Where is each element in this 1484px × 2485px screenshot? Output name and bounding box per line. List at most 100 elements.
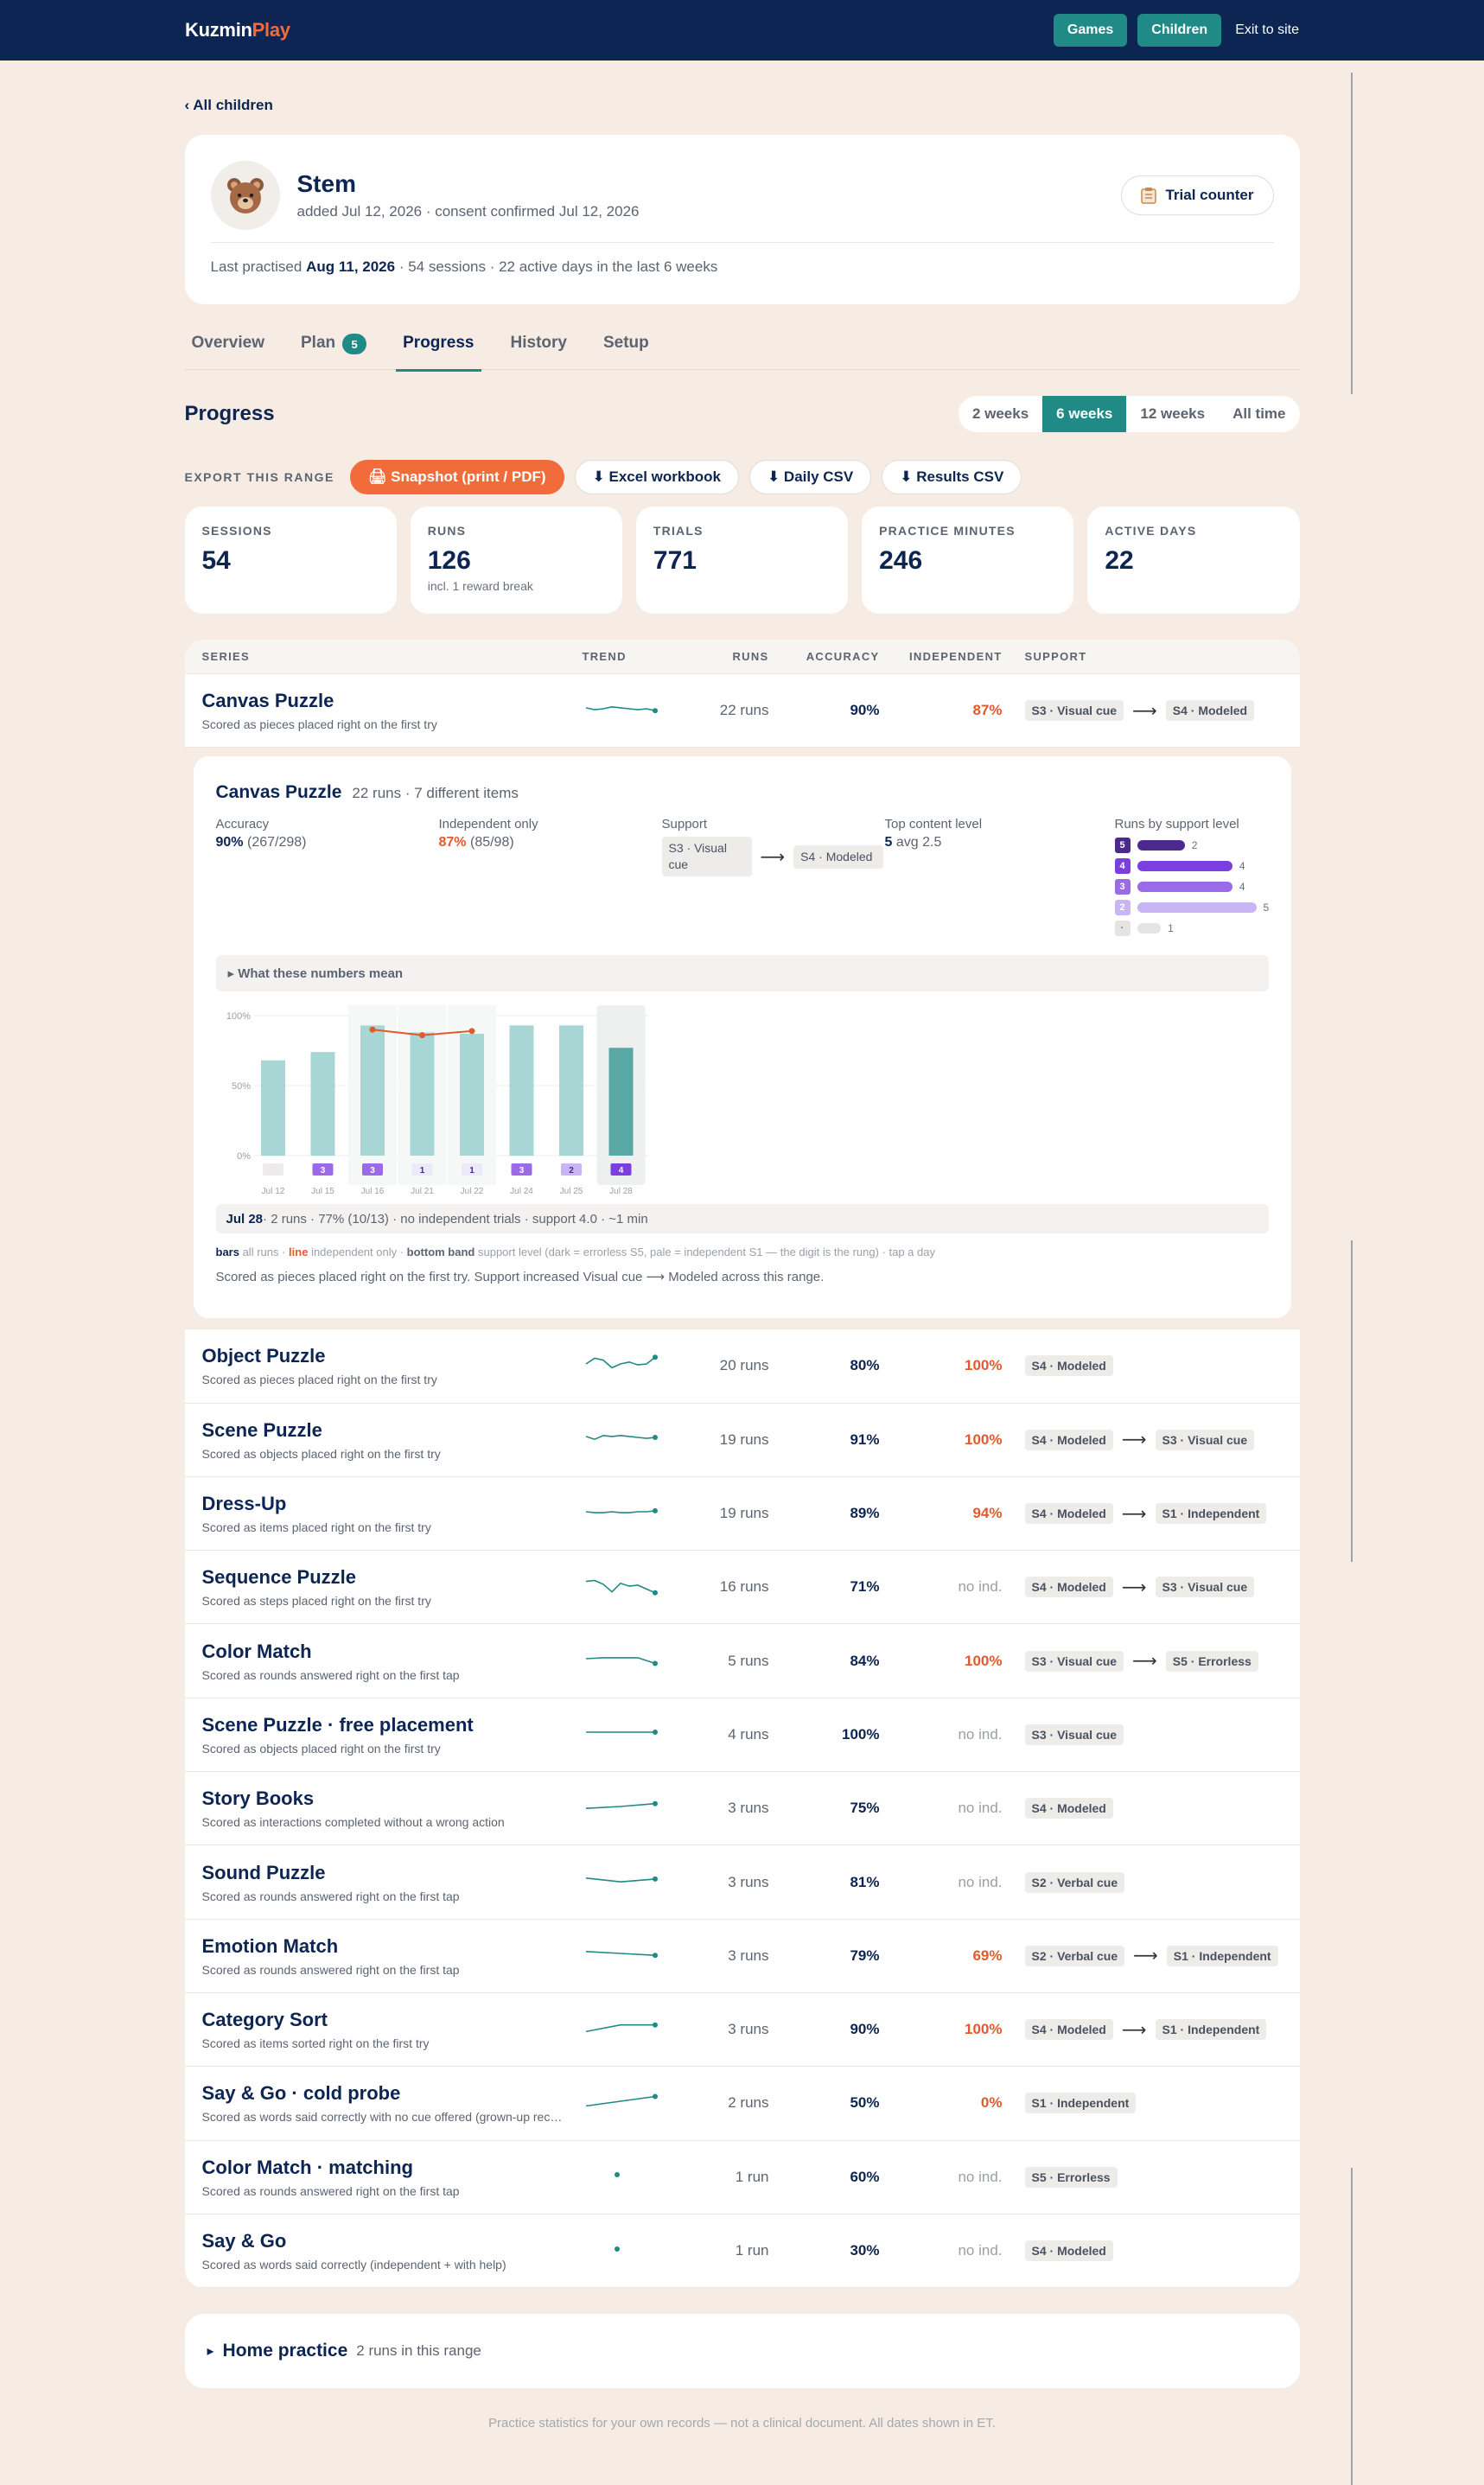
snapshot-pdf-button[interactable]: 🖨 Snapshot (print / PDF) [349, 460, 564, 494]
day-bar[interactable] [360, 1025, 385, 1156]
support-chip: S2 · Verbal cue [1024, 1871, 1125, 1893]
support-level-digit: 1 [469, 1166, 474, 1176]
daily-csv-button[interactable]: ⬇ Daily CSV [748, 460, 872, 494]
day-bar[interactable] [509, 1025, 533, 1156]
excel-workbook-button[interactable]: ⬇ Excel workbook [574, 460, 739, 494]
accuracy-value: 84% [850, 1652, 880, 1669]
exit-to-site-link[interactable]: Exit to site [1235, 22, 1299, 37]
selected-day-date: Jul 28 [226, 1211, 264, 1227]
range-2-weeks[interactable]: 2 weeks [971, 405, 1029, 422]
table-row[interactable]: Emotion Match Scored as rounds answered r… [184, 1920, 1300, 1993]
tab-history[interactable]: History [504, 334, 574, 370]
day-bar[interactable] [608, 1048, 633, 1156]
child-name: Stem [296, 170, 356, 197]
level-bar [1137, 840, 1185, 851]
support-level-chip [312, 1163, 333, 1176]
series-description: Scored as objects placed right on the fi… [201, 1446, 441, 1461]
header-independent[interactable]: INDEPENDENT [909, 650, 1003, 663]
arrow-right-icon: ⟶ [760, 847, 786, 867]
support-chip: S2 · Verbal cue [1024, 1945, 1125, 1966]
tab-progress[interactable]: Progress [396, 334, 481, 372]
trend-sparkline [585, 1507, 658, 1513]
home-practice-section[interactable]: ▸ Home practice 2 runs in this range [184, 2314, 1300, 2389]
stat-label: PRACTICE MINUTES [879, 524, 1016, 538]
brand-logo[interactable]: KuzminPlay [185, 19, 290, 41]
support-chip: S5 · Errorless [1165, 1650, 1258, 1672]
support-level-chip [560, 1163, 582, 1176]
metric-value: 87% [438, 835, 467, 851]
range-6-weeks[interactable]: 6 weeks [1042, 396, 1127, 432]
tab-setup[interactable]: Setup [596, 334, 656, 370]
trend-sparkline [585, 1579, 658, 1596]
trend-sparkline [585, 1730, 658, 1736]
scrollbar-segment[interactable] [1351, 1240, 1353, 1562]
tab-plan[interactable]: Plan 5 [294, 334, 373, 370]
day-bar[interactable] [558, 1025, 583, 1156]
header-series[interactable]: SERIES [201, 650, 250, 663]
trend-sparkline [585, 1951, 658, 1959]
what-numbers-mean-toggle[interactable]: ▸ What these numbers mean [215, 955, 1269, 992]
scrollbar-segment[interactable] [1351, 73, 1353, 394]
table-row[interactable]: Say & Go · cold probe Scored as words sai… [184, 2067, 1300, 2141]
support-chip: S4 · Modeled [1024, 1429, 1113, 1450]
accuracy-value: 75% [850, 1800, 880, 1817]
series-description: Scored as rounds answered right on the f… [201, 1962, 460, 1977]
nav-children-button[interactable]: Children [1137, 14, 1222, 47]
legend-text: all runs · [239, 1246, 290, 1259]
day-bar[interactable] [459, 1034, 484, 1156]
day-bar[interactable] [260, 1061, 285, 1156]
table-row[interactable]: Say & Go Scored as words said correctly (… [184, 2214, 1300, 2289]
header-accuracy[interactable]: ACCURACY [806, 650, 880, 663]
table-row[interactable]: Object Puzzle Scored as pieces placed rig… [184, 1329, 1300, 1404]
independent-value: 0% [980, 2094, 1003, 2112]
table-row[interactable]: Color Match · matching Scored as rounds a… [184, 2141, 1300, 2214]
results-csv-button[interactable]: ⬇ Results CSV [882, 460, 1022, 494]
independent-value: 94% [972, 1505, 1003, 1522]
support-level-chip [511, 1163, 532, 1176]
scrollbar-segment[interactable] [1351, 2168, 1353, 2485]
top-nav-bar: KuzminPlay Games Children Exit to site [0, 0, 1484, 61]
table-row[interactable]: Scene Puzzle · free placement Scored as o… [184, 1698, 1300, 1773]
last-practised-line: Last practised Aug 11, 2026 · 54 session… [211, 258, 1274, 276]
metric-detail: avg 2.5 [895, 835, 942, 851]
home-practice-subtitle: 2 runs in this range [356, 2342, 481, 2360]
back-to-all-children-link[interactable]: ‹ All children [184, 97, 273, 113]
detail-title: Canvas Puzzle [215, 782, 342, 803]
tab-label: History [510, 334, 567, 352]
table-row[interactable]: Category Sort Scored as items sorted righ… [184, 1993, 1300, 2068]
tab-overview[interactable]: Overview [185, 334, 272, 370]
trend-sparkline [585, 1876, 658, 1883]
range-12-weeks[interactable]: 12 weeks [1140, 405, 1206, 422]
day-bar[interactable] [310, 1052, 334, 1156]
x-tick-label: Jul 28 [609, 1187, 633, 1196]
table-row[interactable]: Canvas Puzzle Scored as pieces placed rig… [184, 674, 1300, 749]
range-all-time[interactable]: All time [1232, 405, 1286, 422]
series-description: Scored as objects placed right on the fi… [201, 1741, 441, 1755]
trend-line [585, 2023, 655, 2032]
x-tick-label: Jul 15 [311, 1187, 334, 1196]
independent-value: 69% [972, 1947, 1003, 1964]
support-progression: S4 · Modeled ⟶ S1 · Independent [1024, 1503, 1300, 1525]
legend-line: line [289, 1246, 309, 1259]
selected-day-summary: Jul 28 · 2 runs · 77% (10/13) · no indep… [215, 1204, 1269, 1234]
table-row[interactable]: Color Match Scored as rounds answered rig… [184, 1624, 1300, 1698]
nav-games-button[interactable]: Games [1053, 14, 1128, 47]
table-row[interactable]: Story Books Scored as interactions comple… [184, 1772, 1300, 1846]
clipboard-icon [1141, 188, 1157, 204]
day-bar[interactable] [410, 1032, 434, 1156]
table-row[interactable]: Dress-Up Scored as items placed right on … [184, 1477, 1300, 1552]
level-badge: · [1114, 921, 1131, 937]
header-runs[interactable]: RUNS [732, 650, 769, 663]
table-row[interactable]: Scene Puzzle Scored as objects placed rig… [184, 1404, 1300, 1477]
independent-value: 87% [972, 702, 1003, 719]
trend-line [585, 705, 655, 711]
table-row[interactable]: Sequence Puzzle Scored as steps placed ri… [184, 1551, 1300, 1625]
trial-counter-button[interactable]: Trial counter [1121, 175, 1274, 215]
series-description: Scored as rounds answered right on the f… [201, 1667, 460, 1682]
table-row[interactable]: Sound Puzzle Scored as rounds answered ri… [184, 1845, 1300, 1920]
support-progression: S5 · Errorless [1024, 2166, 1300, 2188]
arrow-right-icon: ⟶ [1121, 1577, 1147, 1597]
support-chip: S4 · Modeled [1024, 1355, 1113, 1377]
last-practised-summary: · 54 sessions · 22 active days in the la… [395, 258, 718, 275]
support-progression: S4 · Modeled ⟶ S3 · Visual cue [1024, 1429, 1300, 1450]
